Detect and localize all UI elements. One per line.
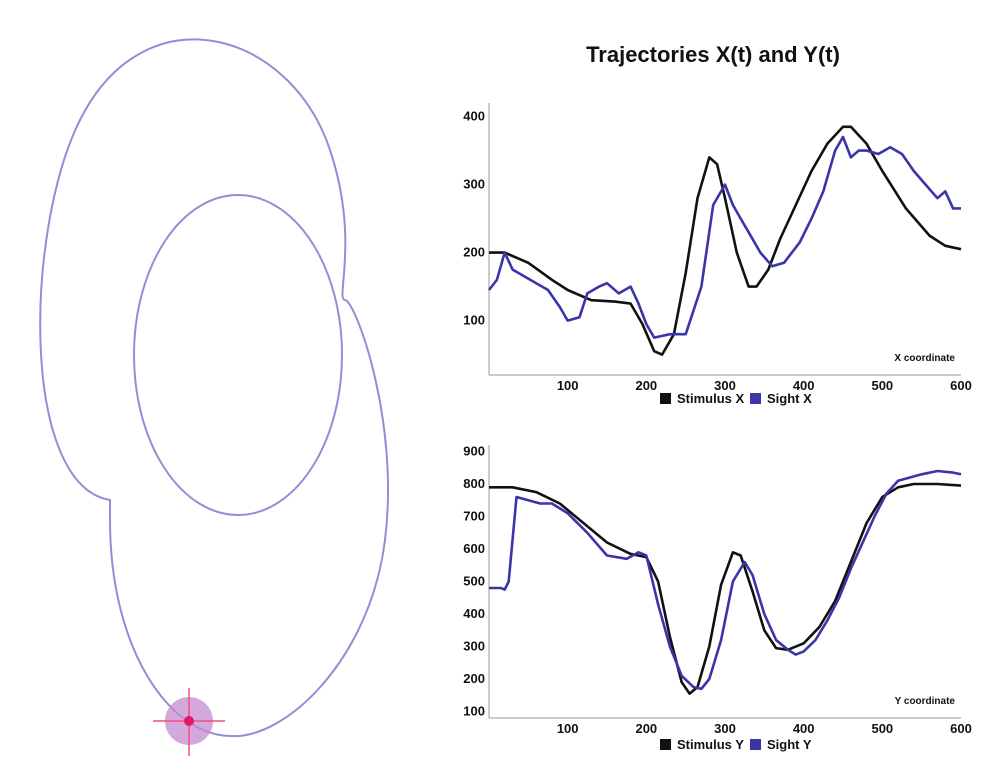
x-tick-label: 200 xyxy=(635,378,657,393)
y-tick-label: 300 xyxy=(463,639,485,654)
inner-loop-path xyxy=(133,194,343,516)
figure-title: Trajectories X(t) and Y(t) xyxy=(586,42,840,67)
x-tick-label: 100 xyxy=(557,721,579,736)
x-tick-label: 600 xyxy=(950,378,972,393)
y-tick-label: 400 xyxy=(463,606,485,621)
path-canvas xyxy=(39,38,389,756)
x-coordinate-chart: 100 200 300 400 100 200 300 400 500 600 X coordina… xyxy=(463,103,972,406)
y-tick-label: 200 xyxy=(463,245,485,260)
series-line-stimulus-y xyxy=(489,482,962,695)
x-tick-label: 500 xyxy=(871,378,893,393)
legend-swatch xyxy=(660,393,671,404)
axis-label: X coordinate xyxy=(894,353,955,364)
y-tick-label: 500 xyxy=(463,574,485,589)
series-line-sight-y xyxy=(489,469,962,691)
legend-label: Sight Y xyxy=(767,737,812,752)
y-tick-label: 100 xyxy=(463,313,485,328)
x-tick-label: 300 xyxy=(714,378,736,393)
x-tick-label: 300 xyxy=(714,721,736,736)
y-tick-label: 200 xyxy=(463,671,485,686)
x-tick-label: 100 xyxy=(557,378,579,393)
y-tick-label: 100 xyxy=(463,704,485,719)
x-tick-label: 200 xyxy=(635,721,657,736)
y-coordinate-chart: 100 200 300 400 500 600 700 800 900 100 200 300 400 5… xyxy=(463,444,972,753)
axis-label: Y coordinate xyxy=(895,696,956,707)
legend-label: Sight X xyxy=(767,391,812,406)
x-tick-label: 400 xyxy=(793,378,815,393)
legend-swatch xyxy=(750,739,761,750)
target-marker xyxy=(153,688,225,756)
marker-dot xyxy=(184,716,194,726)
y-tick-label: 700 xyxy=(463,509,485,524)
legend-label: Stimulus Y xyxy=(677,737,744,752)
x-tick-label: 500 xyxy=(871,721,893,736)
legend-swatch xyxy=(660,739,671,750)
y-tick-label: 600 xyxy=(463,541,485,556)
x-tick-label: 400 xyxy=(793,721,815,736)
x-tick-label: 600 xyxy=(950,721,972,736)
y-tick-label: 400 xyxy=(463,109,485,124)
y-tick-label: 900 xyxy=(463,444,485,459)
legend-swatch xyxy=(750,393,761,404)
y-tick-label: 300 xyxy=(463,177,485,192)
stimulus-path xyxy=(39,38,389,738)
series-line-stimulus-x xyxy=(489,125,962,356)
series-line-sight-x xyxy=(487,135,961,339)
legend-label: Stimulus X xyxy=(677,391,745,406)
y-tick-label: 800 xyxy=(463,476,485,491)
